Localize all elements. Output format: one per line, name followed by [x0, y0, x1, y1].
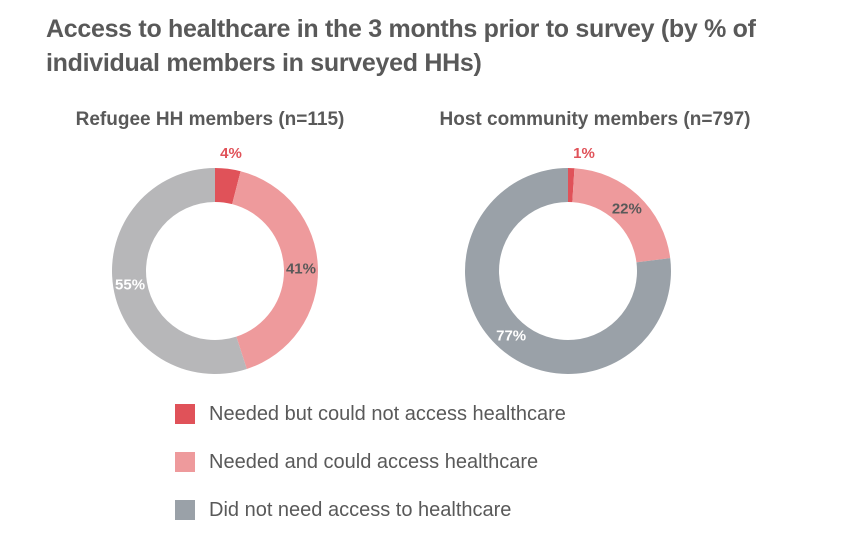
donut-slice-needed-access	[232, 171, 319, 369]
data-label-needed-access: 22%	[612, 200, 642, 217]
legend-item-needed-access: Needed and could access healthcare	[175, 448, 566, 476]
legend-item-needed-no-access: Needed but could not access healthcare	[175, 400, 566, 428]
legend-label: Did not need access to healthcare	[209, 498, 512, 521]
legend-swatch-no-need	[175, 500, 195, 520]
host-chart-title: Host community members (n=797)	[440, 109, 751, 130]
host-donut: 1% 22% 77%	[465, 145, 671, 374]
refugee-chart-title: Refugee HH members (n=115)	[76, 109, 345, 130]
legend-swatch-needed-access	[175, 452, 195, 472]
donut-slice-no-need	[465, 168, 671, 374]
data-label-needed-no-access: 4%	[220, 145, 242, 162]
donut-slice-needed-no-access	[568, 168, 575, 203]
chart-title: Access to healthcare in the 3 months pri…	[46, 15, 756, 77]
donut-slice-needed-no-access	[215, 168, 241, 205]
legend-swatch-needed-no-access	[175, 404, 195, 424]
donut-slice-no-need	[112, 168, 247, 374]
donut-slice-needed-access	[572, 168, 671, 263]
data-label-needed-no-access: 1%	[573, 145, 595, 162]
legend-label: Needed but could not access healthcare	[209, 402, 566, 425]
data-label-needed-access: 41%	[286, 260, 316, 277]
legend-item-no-need: Did not need access to healthcare	[175, 496, 566, 524]
data-label-no-need: 77%	[496, 328, 526, 345]
legend-label: Needed and could access healthcare	[209, 450, 539, 473]
legend: Needed but could not access healthcare N…	[175, 400, 566, 544]
refugee-donut: 4% 41% 55%	[112, 145, 319, 374]
data-label-no-need: 55%	[115, 276, 145, 293]
